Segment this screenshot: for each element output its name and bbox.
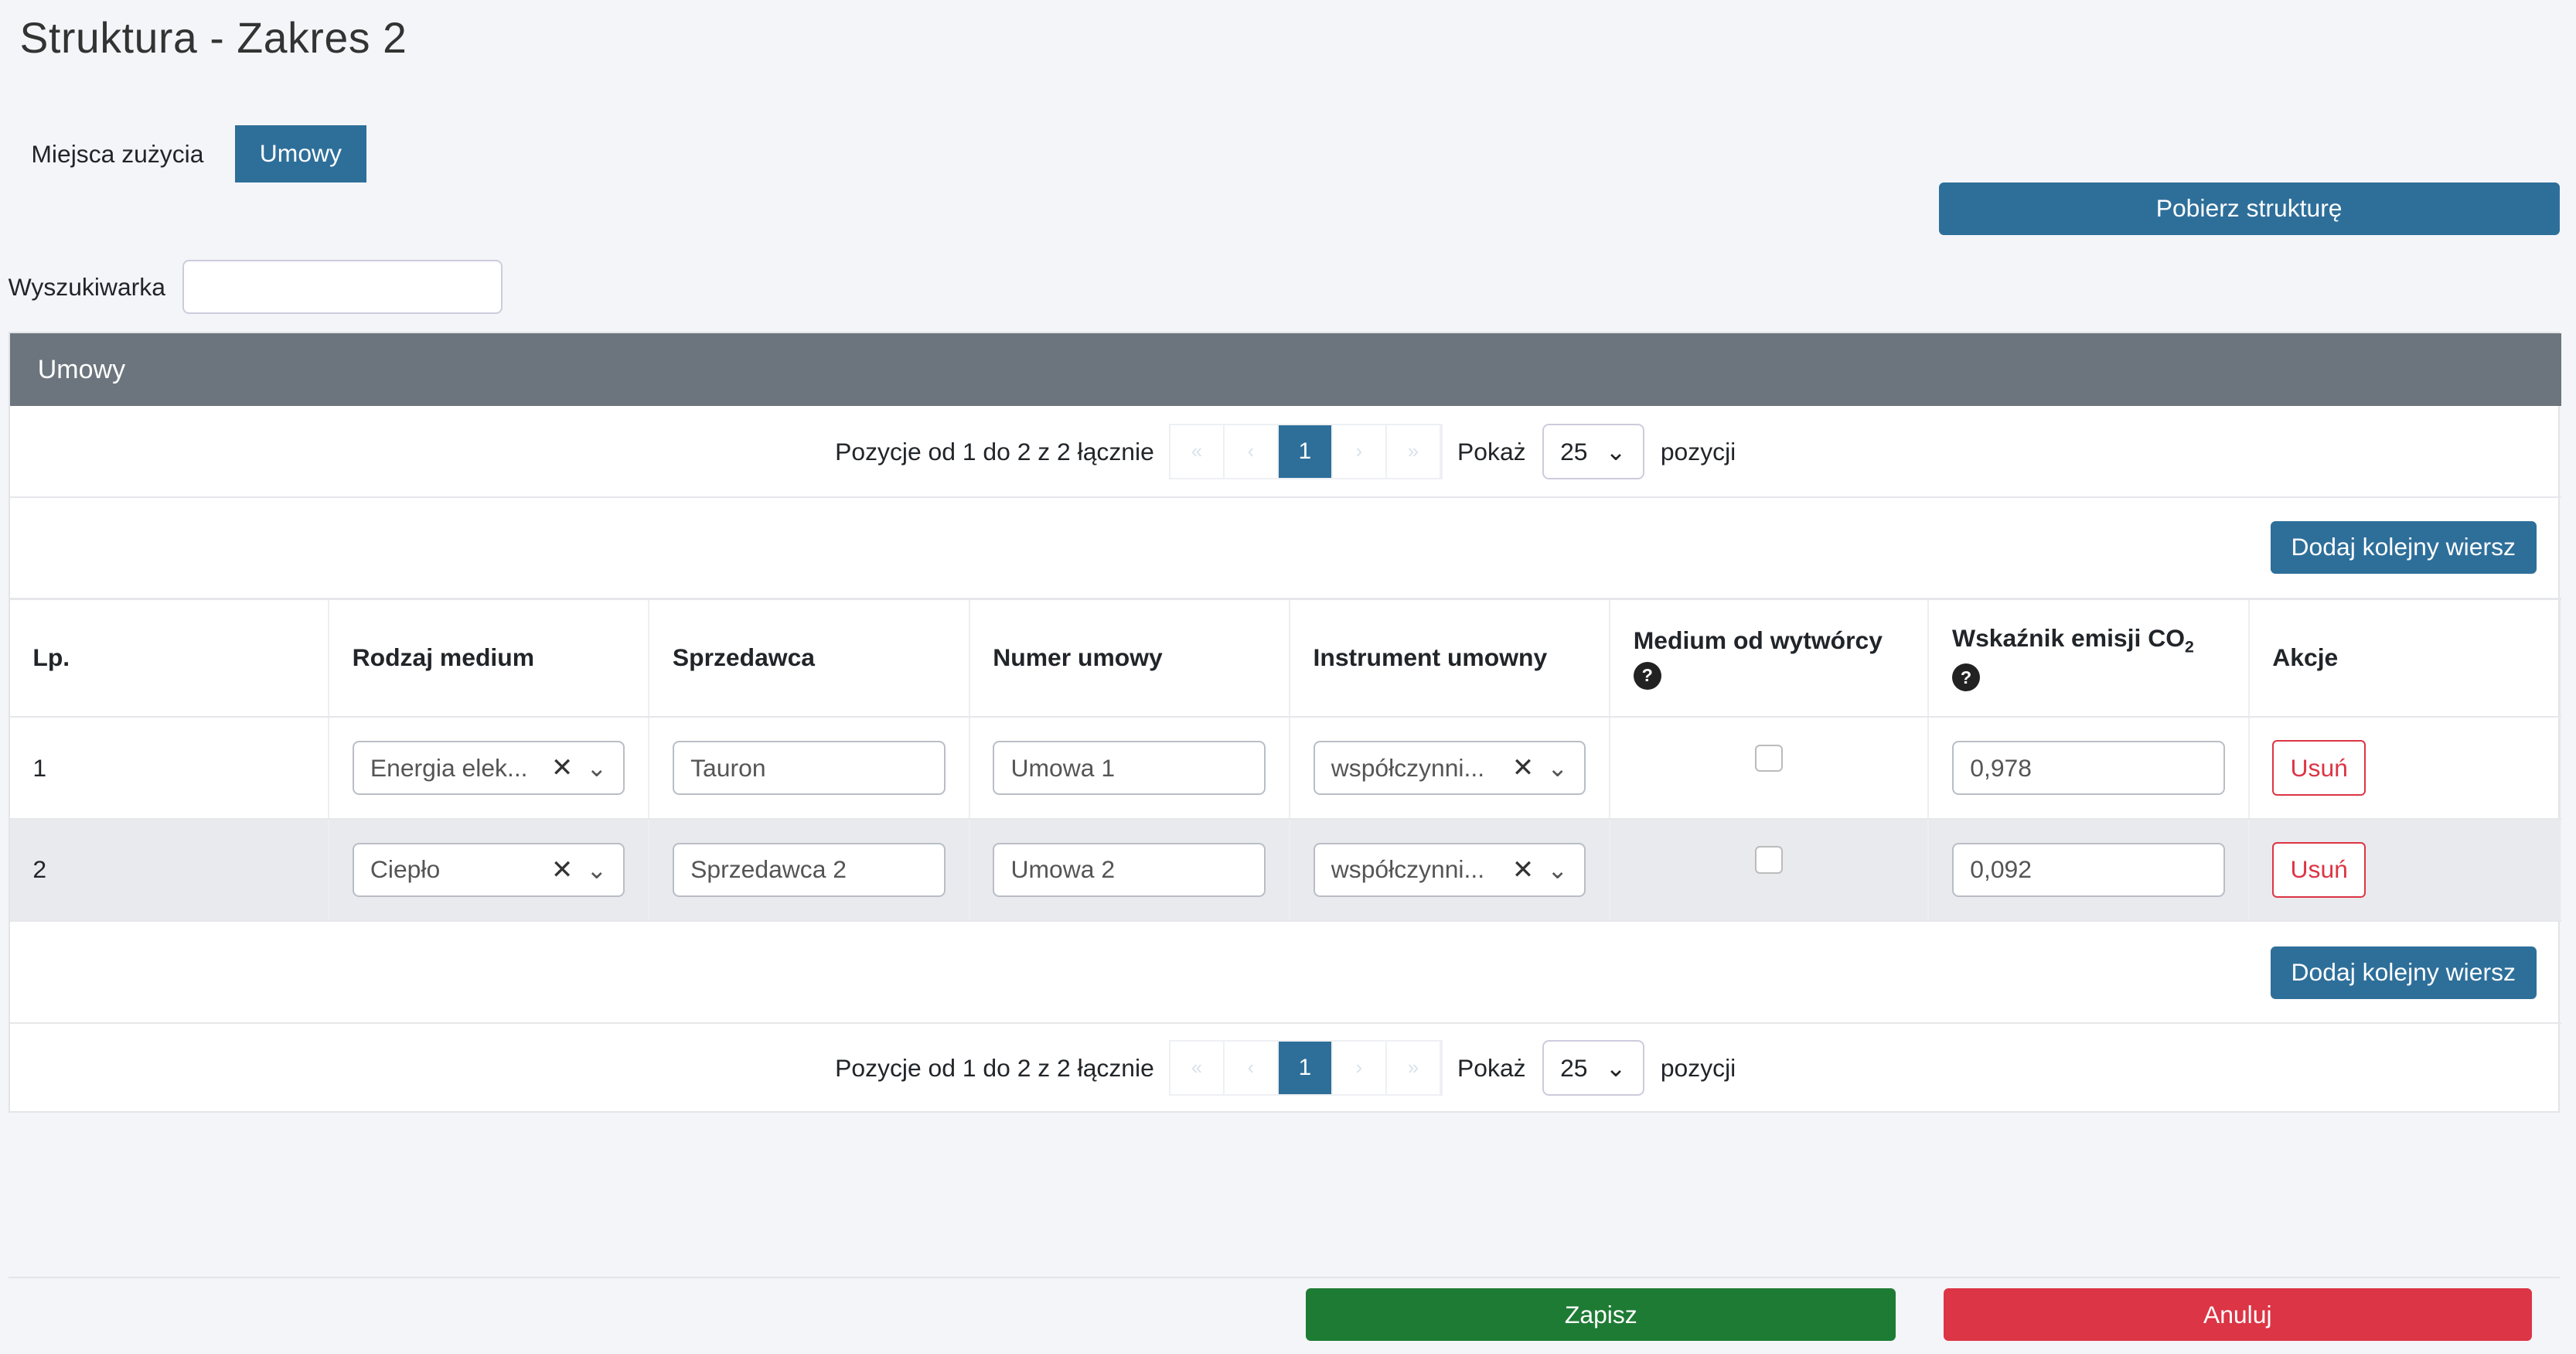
row-lp: 2 [9, 819, 329, 922]
chevron-down-icon: ⌄ [1605, 1054, 1627, 1083]
contract-number-input[interactable]: Umowa 2 [993, 842, 1266, 897]
prev-page-button[interactable]: ‹ [1225, 1042, 1279, 1095]
col-from-producer: Medium od wytwórcy? [1610, 599, 1930, 718]
next-page-button[interactable]: › [1333, 425, 1387, 479]
clear-icon[interactable]: ✕ [1511, 753, 1535, 783]
page-1-button[interactable]: 1 [1278, 425, 1333, 479]
pagination-summary: Pozycje od 1 do 2 z 2 łącznie [835, 437, 1154, 466]
instrument-value: współczynni... [1331, 855, 1485, 884]
medium-select[interactable]: Energia elek... ✕ ⌄ [352, 741, 625, 796]
row-lp: 1 [9, 717, 329, 820]
seller-input[interactable]: Tauron [672, 741, 946, 796]
search-label: Wyszukiwarka [8, 272, 165, 301]
show-label: Pokaż [1457, 437, 1526, 466]
footer-divider [8, 1277, 2560, 1279]
prev-page-button[interactable]: ‹ [1225, 425, 1279, 479]
col-from-producer-label: Medium od wytwórcy [1633, 626, 1883, 655]
items-label: pozycji [1660, 437, 1736, 466]
page-size-value: 25 [1560, 437, 1588, 466]
chevron-down-icon[interactable]: ⌄ [586, 855, 608, 884]
col-actions: Akcje [2248, 599, 2561, 718]
emission-input[interactable]: 0,092 [1952, 842, 2225, 897]
clear-icon[interactable]: ✕ [1511, 854, 1535, 885]
col-contract: Numer umowy [969, 599, 1290, 718]
help-icon[interactable]: ? [1633, 661, 1661, 690]
page-size-value: 25 [1560, 1053, 1588, 1082]
card-header: Umowy [9, 333, 2561, 406]
col-lp: Lp. [9, 599, 329, 718]
first-page-button[interactable]: « [1170, 425, 1225, 479]
page-size-select[interactable]: 25 ⌄ [1542, 424, 1644, 480]
clear-icon[interactable]: ✕ [550, 753, 574, 783]
medium-value: Energia elek... [370, 753, 528, 782]
col-emission-label: Wskaźnik emisji CO [1952, 624, 2185, 653]
add-row-button-top[interactable]: Dodaj kolejny wiersz [2270, 520, 2537, 574]
cancel-button[interactable]: Anuluj [1943, 1288, 2532, 1341]
chevron-down-icon: ⌄ [1605, 438, 1627, 466]
from-producer-checkbox[interactable] [1755, 744, 1784, 772]
pagination-summary: Pozycje od 1 do 2 z 2 łącznie [835, 1053, 1154, 1082]
page-title: Struktura - Zakres 2 [19, 14, 407, 62]
last-page-button[interactable]: » [1387, 425, 1441, 479]
next-page-button[interactable]: › [1333, 1042, 1387, 1095]
pagination-bottom: Pozycje od 1 do 2 z 2 łącznie « ‹ 1 › » … [10, 1024, 2561, 1113]
last-page-button[interactable]: » [1387, 1042, 1441, 1095]
contracts-table: Lp. Rodzaj medium Sprzedawca Numer umowy… [9, 599, 2561, 922]
contract-number-input[interactable]: Umowa 1 [993, 741, 1266, 796]
col-instrument: Instrument umowny [1289, 599, 1610, 718]
show-label: Pokaż [1457, 1053, 1526, 1082]
tab-miejsca-zuzycia[interactable]: Miejsca zużycia [31, 139, 204, 168]
delete-button[interactable]: Usuń [2272, 841, 2366, 898]
instrument-select[interactable]: współczynni... ✕ ⌄ [1313, 842, 1586, 897]
add-row-button-bottom[interactable]: Dodaj kolejny wiersz [2270, 946, 2537, 999]
clear-icon[interactable]: ✕ [550, 854, 574, 885]
seller-input[interactable]: Sprzedawca 2 [672, 842, 946, 897]
co2-subscript: 2 [2185, 637, 2194, 657]
col-medium: Rodzaj medium [328, 599, 650, 718]
delete-button[interactable]: Usuń [2272, 740, 2366, 796]
table-row: 2 Ciepło ✕ ⌄ Sprzedawca 2 Umowa 2 współczy… [9, 819, 2561, 922]
instrument-select[interactable]: współczynni... ✕ ⌄ [1313, 741, 1586, 796]
save-button[interactable]: Zapisz [1306, 1288, 1896, 1341]
chevron-down-icon[interactable]: ⌄ [586, 754, 608, 783]
search-input[interactable] [182, 259, 503, 314]
page-1-button[interactable]: 1 [1278, 1042, 1333, 1095]
help-icon[interactable]: ? [1952, 663, 1981, 692]
divider [9, 496, 2561, 498]
medium-value: Ciepło [370, 855, 441, 884]
first-page-button[interactable]: « [1170, 1042, 1225, 1095]
emission-input[interactable]: 0,978 [1952, 741, 2225, 796]
page-size-select[interactable]: 25 ⌄ [1542, 1040, 1644, 1097]
chevron-down-icon[interactable]: ⌄ [1547, 754, 1568, 783]
divider [9, 1021, 2561, 1024]
table-row: 1 Energia elek... ✕ ⌄ Tauron Umowa 1 współ… [9, 717, 2561, 820]
divider [9, 598, 2561, 600]
instrument-value: współczynni... [1331, 753, 1485, 782]
pagination-top: Pozycje od 1 do 2 z 2 łącznie « ‹ 1 › » … [10, 408, 2561, 496]
col-seller: Sprzedawca [649, 599, 970, 718]
items-label: pozycji [1660, 1053, 1736, 1082]
medium-select[interactable]: Ciepło ✕ ⌄ [352, 842, 625, 897]
contracts-card: Umowy Pozycje od 1 do 2 z 2 łącznie « ‹ … [8, 332, 2561, 1113]
from-producer-checkbox[interactable] [1755, 846, 1784, 874]
table-header-row: Lp. Rodzaj medium Sprzedawca Numer umowy… [9, 599, 2561, 718]
chevron-down-icon[interactable]: ⌄ [1547, 855, 1568, 884]
download-structure-button[interactable]: Pobierz strukturę [1938, 182, 2560, 235]
col-emission: Wskaźnik emisji CO2? [1928, 599, 2250, 718]
tab-umowy[interactable]: Umowy [234, 124, 366, 182]
